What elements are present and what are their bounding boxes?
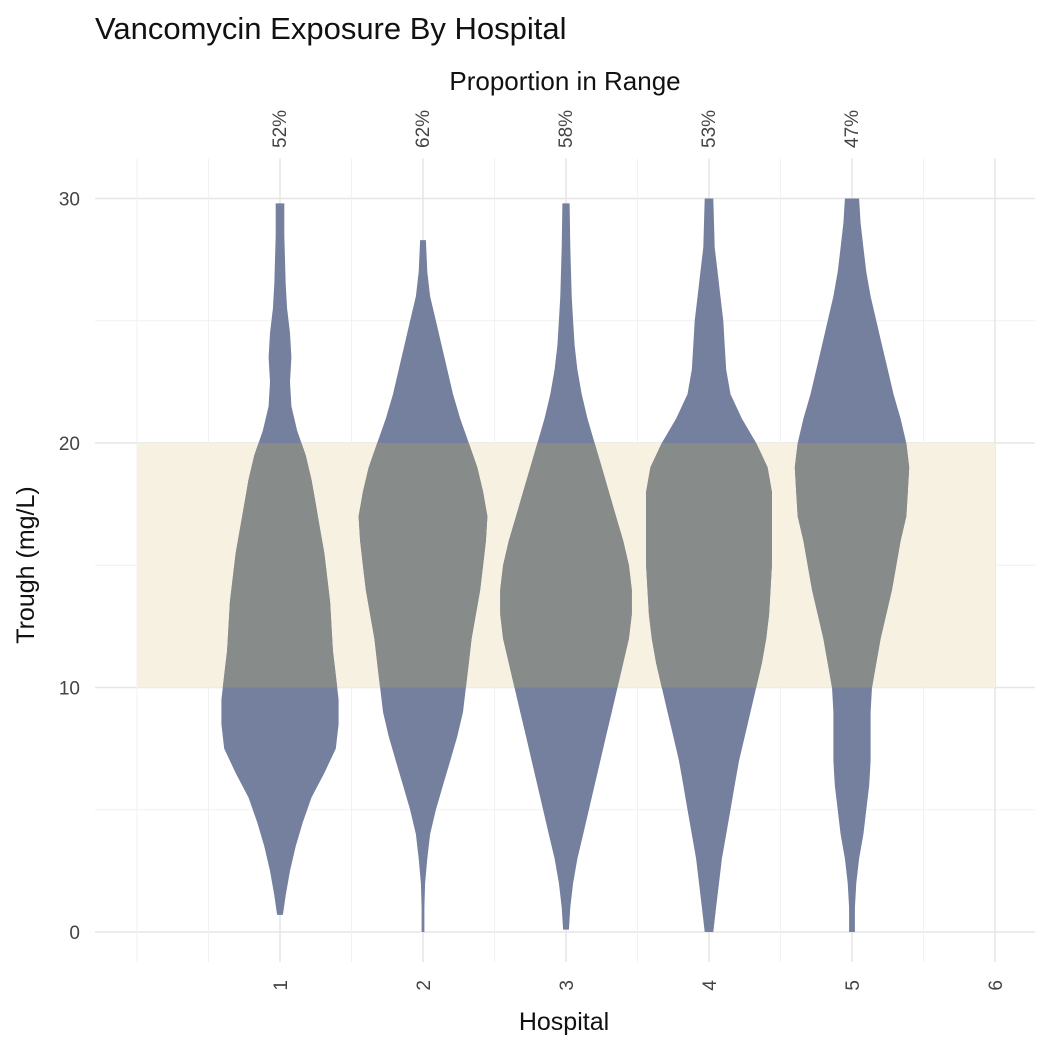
chart-title: Vancomycin Exposure By Hospital <box>95 11 567 46</box>
violins <box>221 198 910 933</box>
x-tick-label: 2 <box>414 980 435 991</box>
chart-subtitle: Proportion in Range <box>449 66 680 96</box>
y-tick-label: 10 <box>59 679 80 700</box>
x-axis-title: Hospital <box>519 1008 609 1036</box>
violin-in-range-hospital-1 <box>222 443 338 688</box>
x-tick-label: 5 <box>843 980 864 991</box>
y-tick-label: 0 <box>69 923 80 944</box>
y-axis-title: Trough (mg/L) <box>12 486 40 643</box>
violin-in-range-hospital-3 <box>500 443 632 688</box>
y-axis-ticks: 0 10 20 30 <box>59 190 80 945</box>
proportion-label: 52% <box>270 110 291 148</box>
y-tick-label: 30 <box>59 190 80 211</box>
proportion-label: 62% <box>413 110 434 148</box>
y-tick-label: 20 <box>59 434 80 455</box>
x-tick-label: 4 <box>700 980 721 991</box>
violin-in-range-hospital-2 <box>358 443 488 688</box>
x-axis-ticks: 1 2 3 4 5 6 <box>271 980 1007 991</box>
proportion-labels: 52% 62% 58% 53% 47% <box>270 110 863 148</box>
violin-in-range-hospital-5 <box>794 443 910 688</box>
x-tick-label: 6 <box>986 980 1007 991</box>
x-tick-label: 1 <box>271 980 292 991</box>
violin-in-range-hospital-4 <box>646 443 772 688</box>
proportion-label: 53% <box>699 110 720 148</box>
x-tick-label: 3 <box>557 980 578 991</box>
proportion-label: 47% <box>842 110 863 148</box>
proportion-label: 58% <box>556 110 577 148</box>
